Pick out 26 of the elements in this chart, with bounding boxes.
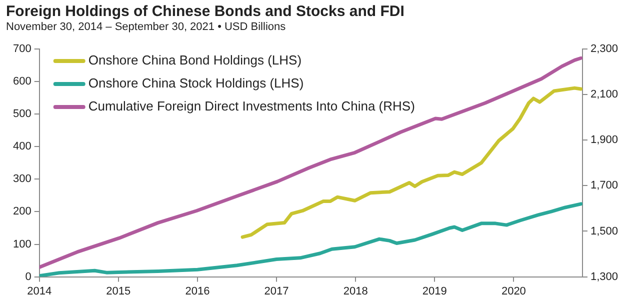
legend-label: Cumulative Foreign Direct Investments Into China (RHS)	[88, 98, 415, 114]
x-tick-label: 2015	[106, 285, 131, 298]
y2-tick-label: 1,700	[590, 180, 618, 192]
y-tick-label: 400	[12, 140, 32, 153]
legend-label: Onshore China Bond Holdings (LHS)	[88, 52, 302, 68]
y2-tick-label: 1,900	[590, 134, 618, 146]
x-tick-label: 2017	[264, 285, 289, 298]
y-tick-label: 0	[25, 270, 32, 283]
y-tick-label: 100	[12, 238, 32, 250]
y2-tick-label: 2,300	[590, 43, 618, 56]
y-tick-label: 200	[12, 206, 32, 218]
y-tick-label: 500	[12, 108, 32, 120]
x-tick-label: 2020	[501, 285, 526, 298]
y-tick-label: 300	[12, 173, 32, 186]
y2-tick-label: 1,300	[590, 270, 618, 283]
y2-tick-label: 1,500	[590, 225, 618, 238]
y2-tick-label: 2,100	[590, 88, 618, 101]
x-tick-label: 2016	[185, 285, 210, 298]
y-tick-label: 600	[12, 76, 32, 88]
x-tick-label: 2014	[27, 285, 52, 298]
chart-title: Foreign Holdings of Chinese Bonds and Stocks and FDI	[6, 3, 404, 20]
legend-label: Onshore China Stock Holdings (LHS)	[88, 76, 304, 91]
x-tick-label: 2018	[343, 285, 368, 298]
x-tick-label: 2019	[422, 285, 447, 298]
chart-subtitle: November 30, 2014 – September 30, 2021 • USD Billions	[6, 21, 286, 33]
y-tick-label: 700	[12, 43, 32, 56]
